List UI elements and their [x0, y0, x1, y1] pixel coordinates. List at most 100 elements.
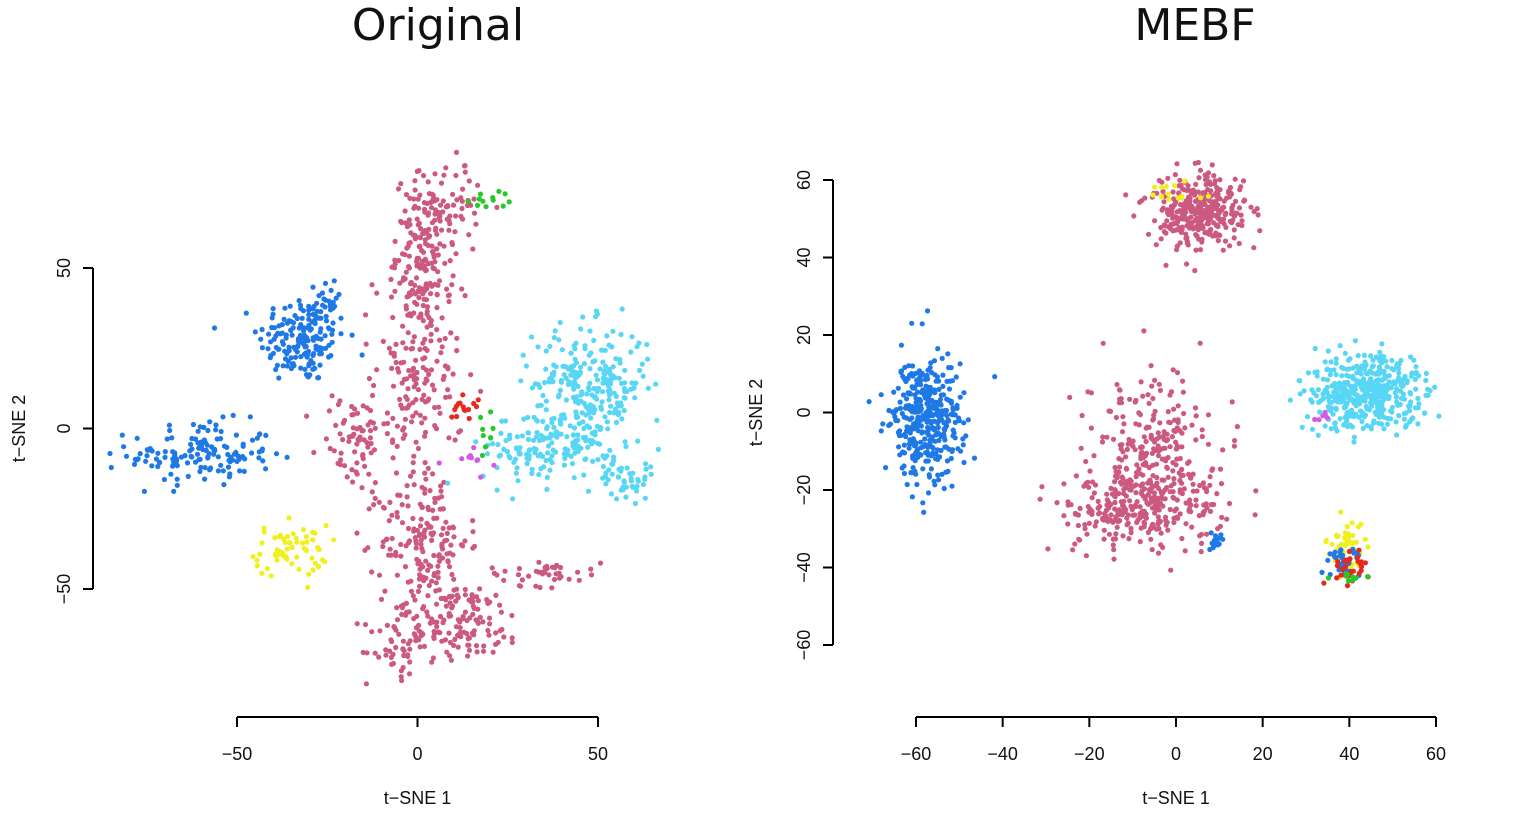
data-point	[643, 466, 649, 472]
data-point	[1124, 466, 1130, 472]
data-point	[336, 291, 342, 297]
data-point	[957, 394, 963, 400]
data-point	[1335, 399, 1341, 405]
data-point	[296, 338, 302, 344]
data-point	[431, 572, 437, 579]
data-point	[304, 539, 310, 545]
data-point	[213, 422, 219, 428]
data-point	[417, 192, 423, 198]
data-point	[350, 479, 356, 485]
data-point	[1168, 567, 1174, 573]
data-point	[380, 338, 386, 344]
data-point	[1335, 558, 1341, 565]
data-point	[928, 466, 935, 472]
data-point	[1365, 388, 1371, 394]
data-point	[509, 612, 515, 619]
data-point	[406, 253, 412, 259]
data-point	[1334, 428, 1340, 434]
data-point	[941, 434, 947, 440]
data-point	[1114, 472, 1120, 478]
data-point	[363, 312, 369, 318]
data-point	[936, 386, 942, 392]
data-point	[441, 617, 447, 623]
data-point	[453, 213, 459, 219]
data-point	[1236, 240, 1242, 247]
data-point	[1334, 563, 1340, 569]
data-point	[436, 278, 443, 284]
data-point	[407, 222, 413, 228]
data-point	[498, 430, 504, 436]
data-point	[410, 469, 416, 475]
data-point	[415, 196, 421, 202]
data-point	[413, 540, 419, 547]
data-point	[1141, 508, 1147, 514]
data-point	[197, 424, 203, 430]
x-axis-label: t−SNE 1	[1142, 788, 1210, 808]
data-point	[462, 163, 468, 169]
data-point	[422, 209, 428, 215]
data-point	[1182, 178, 1188, 184]
data-point	[1119, 481, 1125, 487]
data-point	[1390, 381, 1396, 387]
data-point	[917, 452, 923, 458]
data-point	[573, 409, 579, 415]
data-point	[1122, 509, 1128, 515]
data-point	[1215, 214, 1221, 221]
data-point	[399, 677, 405, 684]
data-point	[445, 366, 451, 372]
data-point	[593, 308, 600, 314]
data-point	[475, 598, 481, 604]
data-point	[315, 545, 321, 551]
data-point	[396, 631, 402, 637]
data-point	[1211, 501, 1217, 508]
data-point	[946, 386, 953, 392]
data-point	[1325, 404, 1331, 410]
data-point	[457, 428, 464, 434]
data-point	[417, 583, 423, 589]
data-point	[287, 540, 293, 546]
data-point	[1155, 514, 1161, 520]
data-point	[395, 366, 401, 372]
data-point	[420, 606, 426, 612]
data-point	[1334, 575, 1340, 581]
data-point	[340, 437, 346, 443]
data-point	[426, 226, 432, 232]
data-point	[575, 443, 581, 449]
data-point	[263, 432, 269, 438]
data-point	[443, 519, 449, 525]
data-point	[1345, 379, 1351, 385]
data-point	[946, 446, 952, 452]
data-point	[349, 332, 355, 338]
data-point	[1158, 542, 1164, 548]
data-point	[198, 464, 204, 470]
data-point	[432, 404, 438, 411]
data-point	[284, 363, 290, 369]
data-point	[1174, 497, 1180, 503]
data-point	[1189, 422, 1195, 428]
data-point	[531, 414, 537, 420]
data-point	[310, 284, 316, 290]
data-point	[274, 557, 280, 563]
data-point	[211, 451, 217, 457]
data-point	[1124, 446, 1130, 452]
data-point	[1321, 580, 1327, 586]
data-point	[286, 348, 292, 354]
data-point	[1120, 533, 1126, 539]
data-point	[1162, 514, 1169, 520]
data-point	[398, 402, 404, 408]
data-point	[478, 388, 484, 394]
data-point	[513, 445, 520, 451]
data-point	[1432, 384, 1438, 390]
data-point	[637, 367, 643, 373]
data-point	[466, 199, 472, 205]
data-point	[897, 405, 904, 411]
data-point	[1232, 437, 1238, 444]
data-point	[611, 410, 617, 416]
data-point	[444, 530, 450, 537]
data-point	[564, 434, 570, 440]
data-point	[1230, 217, 1236, 223]
data-point	[1151, 448, 1157, 454]
data-point	[1358, 521, 1364, 527]
data-point	[1165, 454, 1171, 461]
data-point	[1350, 574, 1356, 580]
